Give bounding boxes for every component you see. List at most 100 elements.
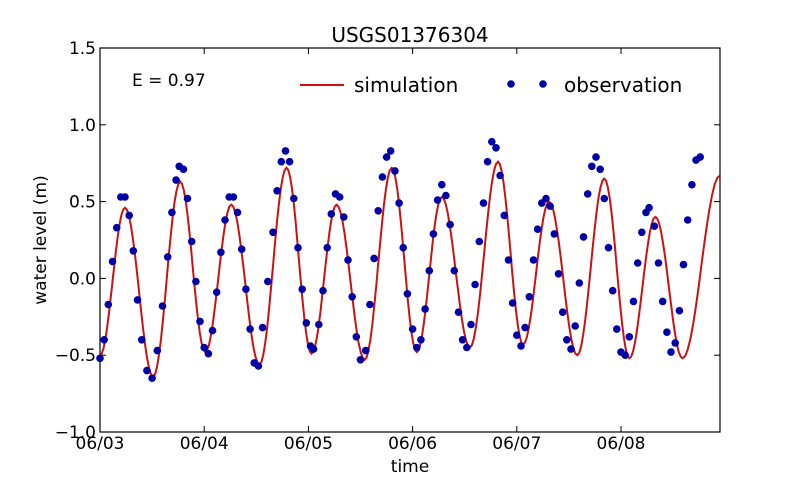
- observation-point: [417, 336, 425, 344]
- observation-point: [629, 297, 638, 306]
- observation-point: [592, 153, 600, 161]
- observation-point: [382, 153, 391, 161]
- observation-point: [399, 243, 408, 252]
- observation-point: [696, 153, 704, 161]
- observation-point: [413, 343, 421, 352]
- observation-point: [513, 331, 521, 340]
- observation-point: [187, 237, 196, 246]
- legend-observation-marker: [507, 80, 515, 88]
- observation-point: [370, 254, 378, 263]
- observation-point: [529, 256, 538, 264]
- observation-point: [663, 328, 671, 337]
- x-tick-label: 06/03: [76, 434, 125, 454]
- observation-point: [471, 280, 479, 289]
- observation-point: [269, 228, 277, 237]
- observation-point: [621, 351, 629, 360]
- legend: simulation observation: [300, 73, 682, 97]
- y-tick-label: 0.5: [69, 193, 96, 213]
- observation-point: [112, 223, 121, 232]
- observation-point: [638, 228, 646, 237]
- observation-point: [596, 165, 604, 174]
- legend-simulation-label: simulation: [354, 73, 458, 97]
- y-tick-label: −0.5: [55, 346, 96, 366]
- observation-point: [290, 194, 298, 203]
- observation-point: [374, 207, 383, 215]
- observation-point: [264, 277, 272, 286]
- observation-point: [533, 225, 542, 233]
- observation-point: [504, 256, 513, 264]
- observation-point: [675, 306, 684, 315]
- observation-point: [319, 286, 327, 295]
- observation-point: [600, 194, 609, 203]
- observation-point: [273, 187, 281, 195]
- observation-point: [463, 343, 471, 352]
- observation-point: [429, 230, 438, 238]
- y-tick-label: −1.0: [55, 423, 96, 443]
- observation-point: [571, 322, 579, 330]
- x-tick-label: 06/05: [284, 434, 333, 454]
- observation-point: [258, 323, 267, 332]
- observation-point: [246, 325, 254, 333]
- observation-point: [575, 279, 584, 287]
- observation-point: [335, 193, 344, 201]
- observation-point: [667, 348, 675, 356]
- observation-point: [378, 173, 387, 181]
- observation-point: [588, 162, 596, 171]
- observation-point: [525, 293, 534, 301]
- observation-point: [340, 213, 348, 221]
- observation-point: [563, 336, 571, 344]
- observation-point: [285, 157, 294, 166]
- observation-point: [508, 299, 517, 307]
- observation-point: [237, 245, 246, 253]
- observation-point: [645, 203, 653, 212]
- observation-point: [344, 256, 352, 264]
- observation-point: [143, 366, 151, 375]
- observation-point: [254, 362, 263, 370]
- observation-point: [179, 165, 188, 174]
- plot-frame: [99, 47, 721, 433]
- observation-point: [395, 199, 403, 207]
- observation-point: [654, 259, 663, 267]
- observation-point: [221, 216, 229, 224]
- x-tick-label: 06/04: [180, 434, 229, 454]
- ticks: 06/03 06/04 06/05 06/06 06/07 06/08 −1.0 −0.5 0.…: [55, 39, 720, 454]
- observation-point: [348, 293, 357, 301]
- observation-point: [129, 247, 138, 255]
- observation-point: [121, 193, 129, 201]
- observation-point: [323, 243, 332, 252]
- observation-point: [352, 333, 361, 341]
- observation-point: [479, 199, 488, 207]
- simulation-line: [99, 160, 721, 379]
- observation-series: [96, 137, 704, 383]
- observation-point: [475, 237, 484, 246]
- observation-point: [192, 277, 200, 286]
- observation-point: [492, 144, 500, 152]
- observation-point: [433, 196, 442, 204]
- observation-point: [442, 191, 450, 200]
- observation-point: [137, 336, 146, 344]
- observation-point: [542, 194, 550, 203]
- x-tick-label: 06/07: [492, 434, 541, 454]
- observation-point: [496, 171, 504, 180]
- observation-point: [488, 137, 496, 146]
- observation-point: [168, 208, 176, 217]
- legend-observation-label: observation: [564, 73, 682, 97]
- observation-point: [158, 302, 167, 310]
- observation-point: [100, 336, 108, 344]
- observation-point: [386, 147, 395, 155]
- observation-point: [450, 266, 459, 275]
- observation-point: [567, 345, 575, 353]
- simulation-series: [99, 160, 721, 379]
- observation-point: [458, 336, 467, 344]
- observation-point: [658, 297, 667, 306]
- x-tick-label: 06/06: [388, 434, 437, 454]
- observation-point: [391, 167, 399, 175]
- observation-point: [633, 259, 642, 267]
- observation-point: [217, 248, 225, 257]
- observation-point: [96, 354, 104, 363]
- observation-point: [298, 285, 307, 294]
- observation-point: [208, 326, 217, 335]
- y-axis-label: water level (m): [31, 175, 51, 305]
- observation-point: [403, 290, 412, 298]
